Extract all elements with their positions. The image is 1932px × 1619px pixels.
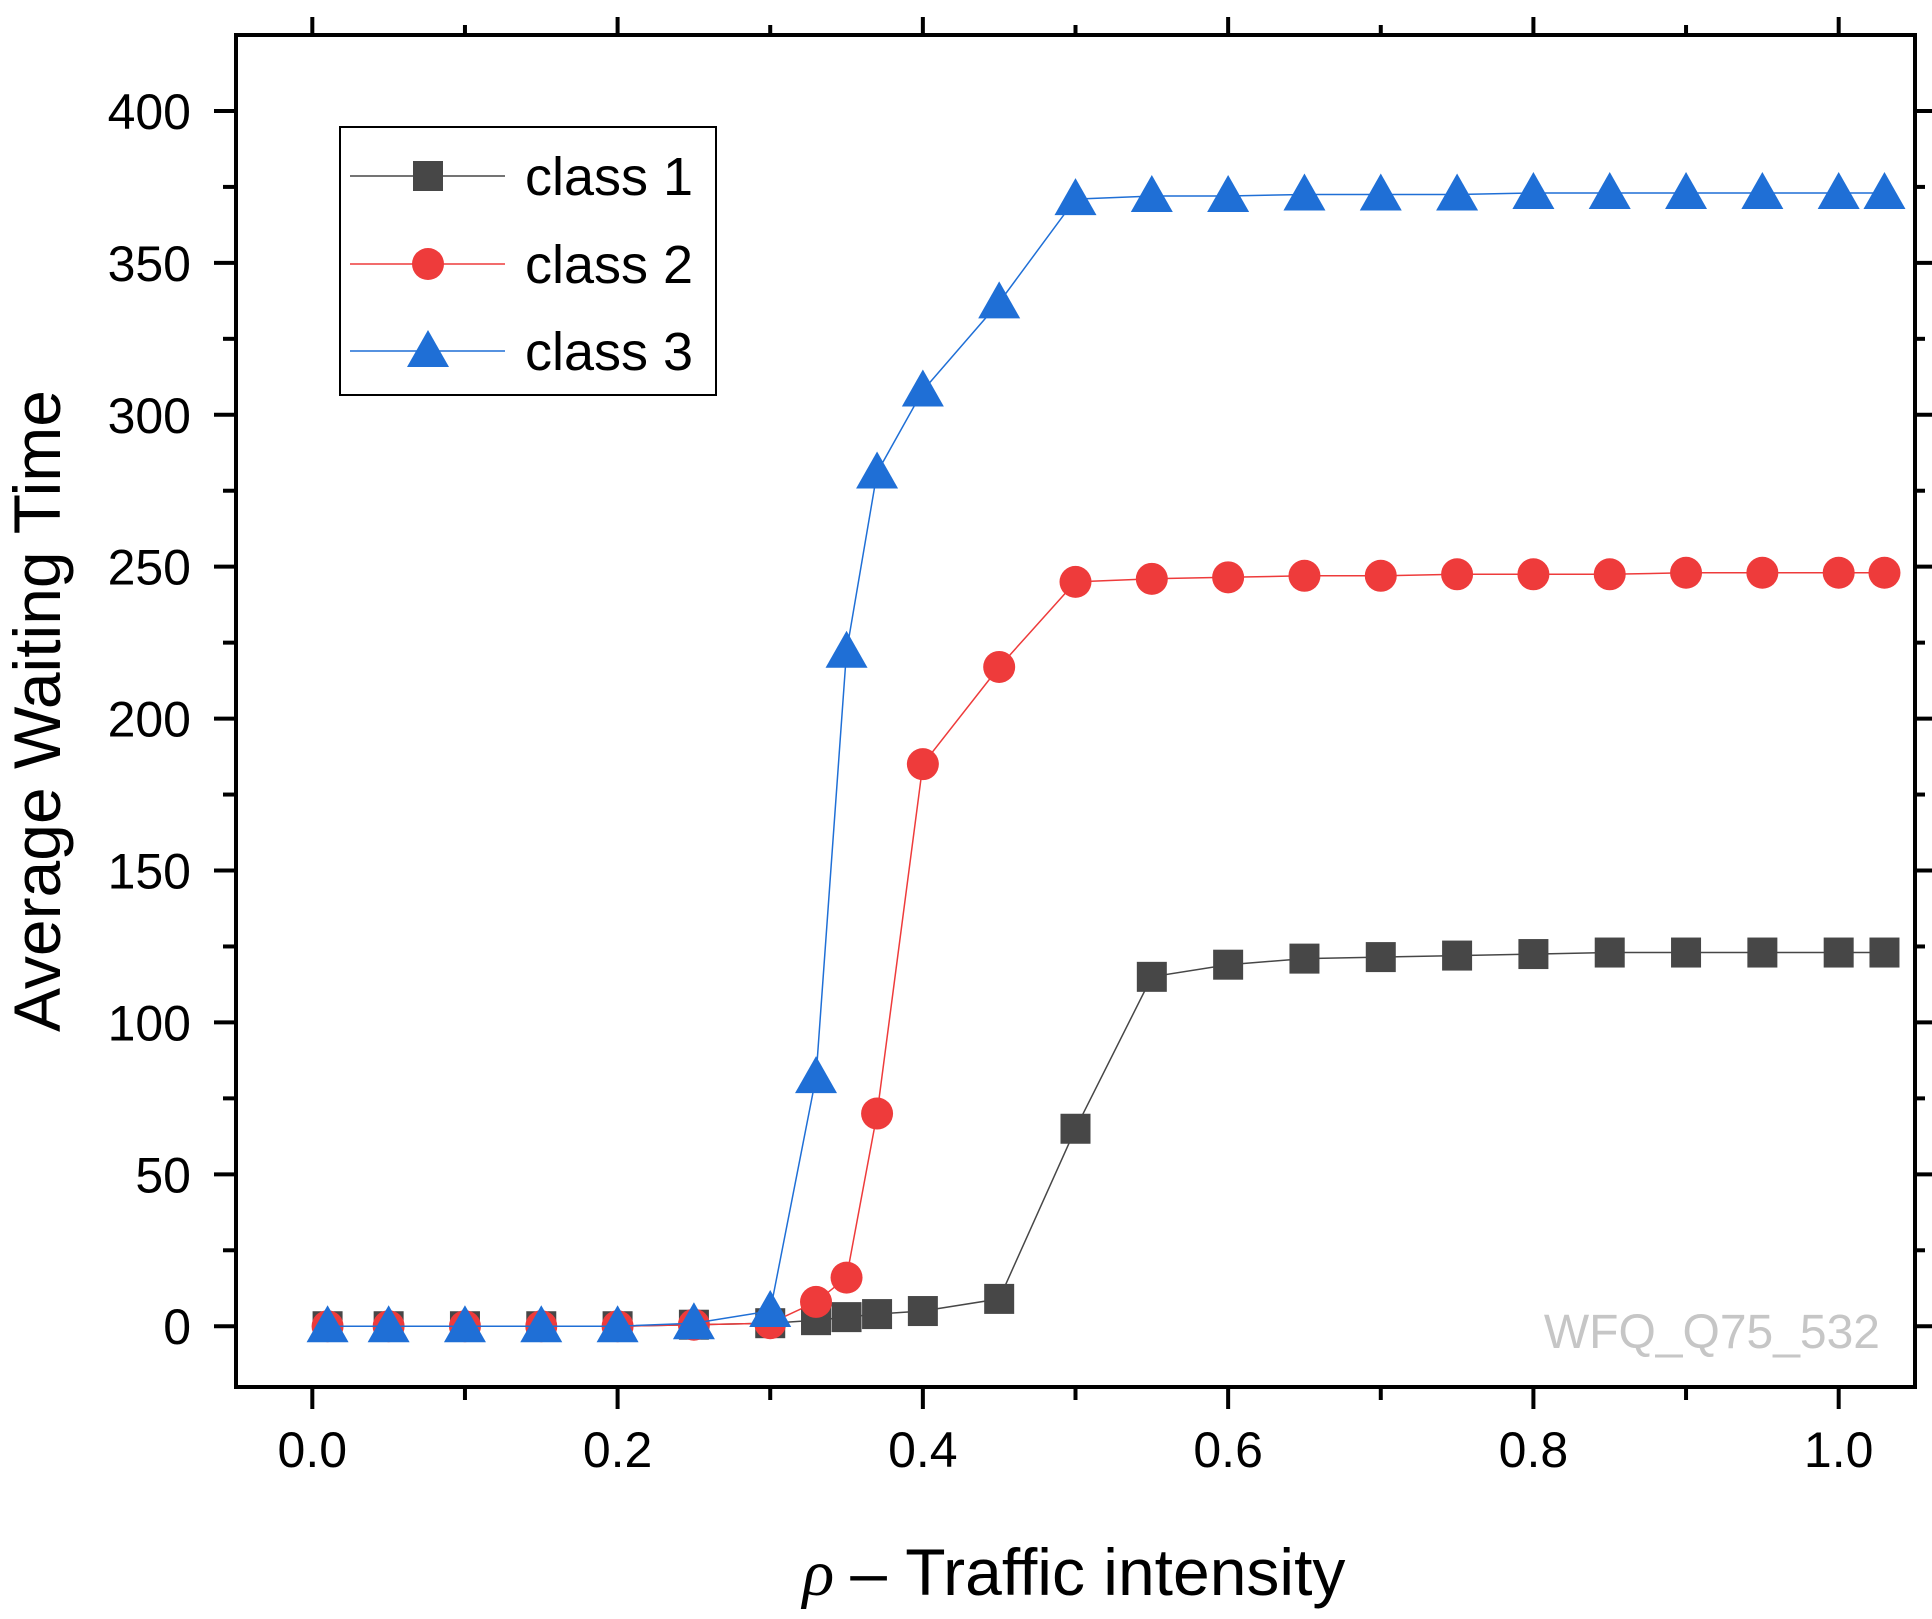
series-2-point xyxy=(1670,556,1703,589)
series-2-point xyxy=(1746,556,1779,589)
series-3-line xyxy=(327,192,1885,1327)
series-3-point xyxy=(672,1302,715,1340)
series-1-point xyxy=(1869,937,1900,968)
series-2-point xyxy=(1868,556,1901,589)
series-3-point xyxy=(367,1305,410,1343)
series-3-point xyxy=(1283,173,1326,211)
x-axis-title-text: – Traffic intensity xyxy=(850,1535,1345,1609)
x-tick-label: 0.6 xyxy=(1193,1422,1263,1478)
axis-ticks xyxy=(214,17,1932,1409)
series-3-point xyxy=(1436,173,1479,211)
series-2-point xyxy=(1288,559,1321,592)
series-3-point xyxy=(1741,171,1784,209)
series-3-point xyxy=(443,1305,486,1343)
series-2-point xyxy=(1822,556,1855,589)
series-1-point xyxy=(984,1283,1015,1314)
series-2-point xyxy=(1212,561,1245,594)
series-1-point xyxy=(1823,937,1854,968)
y-tick-label: 250 xyxy=(108,540,191,596)
series-2-point xyxy=(1441,558,1474,591)
series-3-point xyxy=(1130,175,1173,213)
series-1-point xyxy=(1671,937,1702,968)
x-tick-label: 0.8 xyxy=(1499,1422,1569,1478)
series-3-point xyxy=(795,1056,838,1094)
legend-marker xyxy=(412,248,444,280)
series-2-point xyxy=(1593,558,1626,591)
legend-entries: class 1 class 2 class 3 xyxy=(350,147,693,382)
series-2-point xyxy=(861,1097,894,1130)
series-2-point xyxy=(1135,562,1168,595)
y-tick-label: 100 xyxy=(108,995,191,1051)
series-1-point xyxy=(1594,937,1625,968)
series-3-point xyxy=(1665,171,1708,209)
series-layer xyxy=(306,171,1906,1343)
series-3-point xyxy=(1207,175,1250,213)
y-tick-label: 50 xyxy=(135,1147,191,1203)
axis-tick-labels: 0.0 0.2 0.4 0.6 0.8 1.0 0 50 100 150 200 250 300 350 4… xyxy=(108,84,1874,1478)
legend: class 1 class 2 class 3 xyxy=(339,126,717,396)
legend-label: class 1 xyxy=(525,147,693,207)
series-3-point xyxy=(749,1290,792,1328)
series-1-point xyxy=(1365,942,1396,973)
x-tick-label: 1.0 xyxy=(1804,1422,1874,1478)
series-2-point xyxy=(983,650,1016,683)
y-tick-label: 350 xyxy=(108,236,191,292)
series-3-point xyxy=(1512,171,1555,209)
series-2-point xyxy=(906,748,939,781)
series-1-point xyxy=(1518,939,1549,970)
watermark: WFQ_Q75_532 xyxy=(1544,1306,1880,1359)
series-1-point xyxy=(1747,937,1778,968)
series-3-point xyxy=(1817,171,1860,209)
y-axis-title: Average Waiting Time xyxy=(0,390,74,1032)
series-3 xyxy=(306,171,1906,1343)
legend-label: class 2 xyxy=(525,235,693,295)
series-1-point xyxy=(1136,961,1167,992)
x-tick-label: 0.4 xyxy=(888,1422,958,1478)
series-2-point xyxy=(830,1261,863,1294)
series-3-point xyxy=(1054,178,1097,216)
y-tick-label: 300 xyxy=(108,388,191,444)
series-1-point xyxy=(1060,1113,1091,1144)
x-tick-label: 0.0 xyxy=(278,1422,348,1478)
series-3-point xyxy=(596,1305,639,1343)
series-3-point xyxy=(856,451,899,489)
series-3-point xyxy=(306,1305,349,1343)
y-tick-label: 400 xyxy=(108,84,191,140)
series-3-point xyxy=(1588,171,1631,209)
series-2-point xyxy=(1517,558,1550,591)
series-1-point xyxy=(907,1296,938,1327)
series-3-point xyxy=(901,369,944,407)
series-3-point xyxy=(520,1305,563,1343)
series-1-point xyxy=(1213,949,1244,980)
series-1-point xyxy=(1442,940,1473,971)
legend-marker xyxy=(413,161,443,191)
y-tick-label: 0 xyxy=(163,1299,191,1355)
series-3-point xyxy=(978,281,1021,319)
series-3-point xyxy=(1863,171,1906,209)
series-3-point xyxy=(825,630,868,668)
x-axis-title: ρ – Traffic intensity xyxy=(801,1535,1346,1610)
series-2-point xyxy=(800,1285,833,1318)
y-tick-label: 150 xyxy=(108,844,191,900)
series-3-point xyxy=(1359,173,1402,211)
legend-marker xyxy=(407,330,449,367)
series-1-point xyxy=(831,1302,862,1333)
series-2-point xyxy=(1364,559,1397,592)
legend-label: class 3 xyxy=(525,322,693,382)
series-1-point xyxy=(862,1299,893,1330)
y-tick-label: 200 xyxy=(108,692,191,748)
series-2-point xyxy=(1059,565,1092,598)
series-1-point xyxy=(1289,943,1320,974)
x-axis-title-symbol: ρ xyxy=(801,1537,835,1610)
x-tick-label: 0.2 xyxy=(583,1422,653,1478)
